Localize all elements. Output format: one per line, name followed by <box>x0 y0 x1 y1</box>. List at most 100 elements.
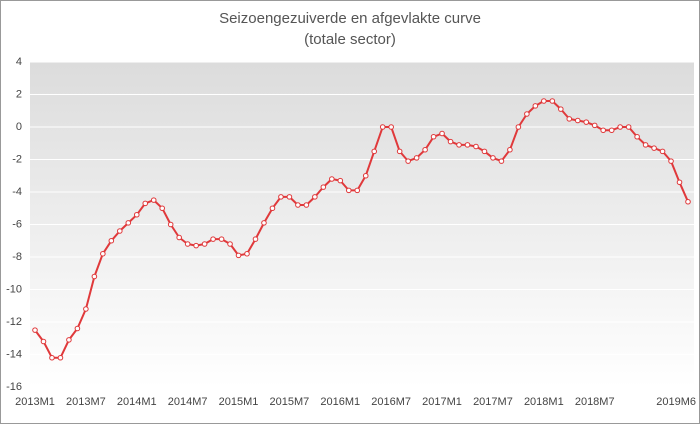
point <box>651 145 657 151</box>
point <box>541 98 547 104</box>
point <box>413 155 420 161</box>
point <box>108 237 115 244</box>
point <box>329 176 335 182</box>
y-tick-label: -2 <box>12 153 22 165</box>
point <box>83 306 89 312</box>
point <box>201 241 208 247</box>
point <box>252 236 259 242</box>
point <box>379 124 386 130</box>
point <box>176 234 182 241</box>
x-tick-label: 2017M1 <box>422 396 462 408</box>
point <box>133 211 140 218</box>
point <box>354 187 361 194</box>
x-tick-label: 2016M7 <box>371 396 411 408</box>
point <box>557 106 564 112</box>
point <box>447 138 454 145</box>
point <box>498 158 505 164</box>
point <box>430 133 437 140</box>
point <box>617 124 623 130</box>
point <box>244 250 250 257</box>
point <box>91 273 98 280</box>
point <box>507 146 513 153</box>
point <box>57 354 64 361</box>
point <box>286 194 293 200</box>
x-tick-label: 2013M7 <box>66 396 106 408</box>
x-tick-label: 2018M7 <box>575 396 615 408</box>
point <box>362 172 369 179</box>
point <box>218 236 225 242</box>
point <box>659 148 666 155</box>
point <box>566 116 573 122</box>
point <box>642 142 649 148</box>
point <box>150 197 157 203</box>
point <box>456 142 462 148</box>
point <box>549 98 556 104</box>
chart-subtitle: (totale sector) <box>304 31 396 48</box>
chart-title: Seizoengezuiverde en afgevlakte curve <box>219 10 481 27</box>
point <box>608 127 615 134</box>
x-tick-label: 2016M1 <box>320 396 360 408</box>
point <box>337 177 344 184</box>
point <box>66 337 72 343</box>
point <box>524 111 530 117</box>
point <box>303 202 310 208</box>
point <box>210 236 216 242</box>
y-tick-label: -10 <box>6 283 22 295</box>
point <box>685 198 691 205</box>
point <box>49 354 55 361</box>
point <box>583 119 590 125</box>
point <box>422 146 428 153</box>
point <box>345 187 352 194</box>
point <box>464 142 471 148</box>
point <box>574 117 581 124</box>
point <box>278 194 284 200</box>
point <box>261 220 267 226</box>
point <box>295 202 301 208</box>
y-tick-label: 2 <box>16 88 22 100</box>
x-tick-label: 2014M7 <box>168 396 208 408</box>
y-tick-label: -4 <box>12 186 22 198</box>
point <box>227 241 233 247</box>
x-tick-label: 2013M1 <box>15 396 55 408</box>
x-tick-label: 2014M1 <box>117 396 157 408</box>
y-tick-label: 0 <box>16 121 22 133</box>
point <box>439 130 445 137</box>
point <box>388 124 394 130</box>
x-tick-label: 2015M7 <box>270 396 310 408</box>
point <box>625 124 632 130</box>
point <box>159 205 166 212</box>
point <box>40 338 47 345</box>
point <box>668 158 674 164</box>
point <box>473 143 479 150</box>
point <box>74 325 81 332</box>
point <box>481 148 488 155</box>
y-tick-label: -8 <box>12 251 22 263</box>
point <box>515 124 522 130</box>
point <box>634 133 640 140</box>
point <box>591 122 598 129</box>
point <box>405 158 411 164</box>
point <box>32 327 38 333</box>
point <box>100 250 106 257</box>
x-tick-label: 2017M7 <box>473 396 513 408</box>
point <box>490 155 496 161</box>
point <box>396 148 403 155</box>
y-tick-label: -6 <box>12 218 22 230</box>
x-tick-label: 2018M1 <box>524 396 564 408</box>
point <box>600 127 606 134</box>
point <box>676 179 683 186</box>
point <box>117 228 123 234</box>
y-tick-label: -12 <box>6 316 22 328</box>
point <box>312 194 318 200</box>
point <box>125 220 132 226</box>
point <box>235 252 242 259</box>
x-tick-label: 2015M1 <box>219 396 259 408</box>
point <box>269 205 276 212</box>
y-tick-label: -14 <box>6 348 22 360</box>
point <box>167 221 174 228</box>
point <box>193 242 199 249</box>
y-tick-label: 4 <box>16 56 22 68</box>
x-tick-label: 2019M6 <box>656 396 696 408</box>
point <box>320 184 327 190</box>
